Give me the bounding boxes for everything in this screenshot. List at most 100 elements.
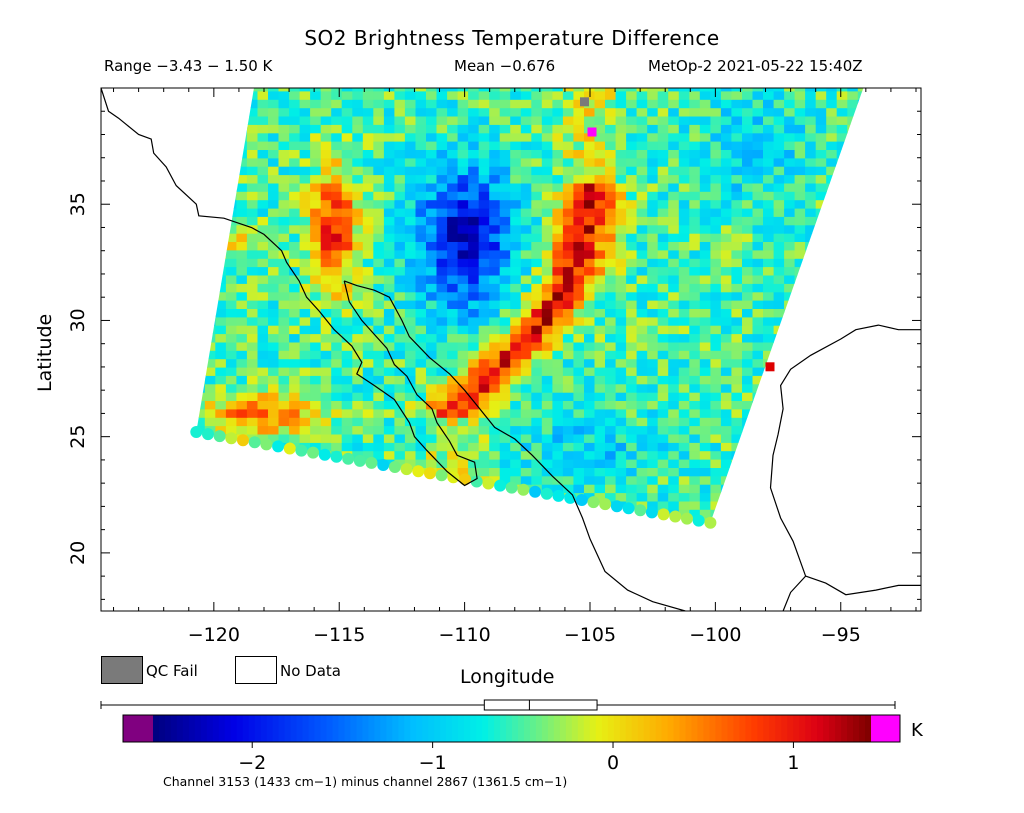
- heatmap-cell: [341, 417, 353, 427]
- y-tick-label: 20: [67, 541, 89, 565]
- heatmap-cell: [447, 132, 459, 142]
- heatmap-cell: [773, 492, 785, 502]
- heatmap-cell: [447, 266, 459, 276]
- heatmap-cell: [752, 132, 764, 142]
- heatmap-cell: [236, 417, 248, 427]
- heatmap-cell: [731, 500, 743, 510]
- heatmap-cell: [647, 325, 659, 335]
- heatmap-cell: [415, 417, 427, 427]
- heatmap-cell: [204, 325, 216, 335]
- heatmap-cell: [320, 157, 332, 167]
- heatmap-cell: [657, 216, 669, 226]
- heatmap-cell: [668, 115, 680, 125]
- heatmap-cell: [794, 392, 806, 401]
- heatmap-cell: [720, 241, 732, 251]
- heatmap-cell: [573, 216, 585, 226]
- heatmap-cell: [268, 392, 280, 401]
- heatmap-cell: [615, 408, 627, 418]
- heatmap-cell: [710, 350, 722, 360]
- heatmap-cell: [373, 316, 385, 326]
- heatmap-cell: [763, 141, 775, 150]
- heatmap-cell: [320, 325, 332, 335]
- heatmap-cell: [246, 358, 258, 368]
- colorbar-segment: [535, 715, 543, 742]
- heatmap-cell: [184, 451, 195, 460]
- heatmap-cell: [626, 316, 638, 326]
- heatmap-cell: [742, 316, 754, 326]
- heatmap-cell: [710, 249, 722, 259]
- heatmap-cell: [426, 333, 438, 343]
- heatmap-cell: [196, 509, 206, 519]
- heatmap-cell: [573, 442, 585, 452]
- heatmap-cell: [383, 266, 395, 276]
- heatmap-cell: [573, 191, 585, 201]
- heatmap-cell: [404, 207, 416, 217]
- heatmap-cell: [836, 88, 848, 92]
- heatmap-cell: [731, 526, 742, 535]
- heatmap-cell: [299, 99, 311, 109]
- heatmap-cell: [457, 308, 469, 318]
- heatmap-cell: [457, 500, 469, 510]
- heatmap-cell: [310, 207, 322, 217]
- heatmap-cell: [805, 291, 817, 301]
- heatmap-cell: [352, 509, 364, 519]
- heatmap-cell: [225, 207, 237, 217]
- heatmap-cell: [447, 258, 459, 268]
- heatmap-cell: [310, 90, 322, 100]
- colorbar-segment: [619, 715, 627, 742]
- heatmap-cell: [720, 484, 732, 494]
- heatmap-cell: [415, 249, 427, 259]
- heatmap-cell: [731, 300, 743, 309]
- heatmap-cell: [731, 417, 743, 427]
- heatmap-cell: [215, 509, 227, 519]
- heatmap-cell: [626, 350, 638, 360]
- heatmap-cell: [196, 408, 206, 418]
- heatmap-cell: [404, 475, 416, 485]
- heatmap-cell: [278, 300, 290, 309]
- heatmap-cell: [636, 316, 648, 326]
- heatmap-cell: [794, 166, 806, 176]
- heatmap-cell: [784, 241, 796, 251]
- heatmap-cell: [815, 191, 827, 201]
- heatmap-cell: [784, 274, 796, 284]
- heatmap-cell: [699, 442, 711, 452]
- heatmap-cell: [246, 400, 258, 410]
- heatmap-cell: [584, 291, 596, 301]
- heatmap-cell: [742, 408, 754, 418]
- heatmap-cell: [562, 467, 574, 477]
- heatmap-cell: [394, 207, 406, 217]
- heatmap-cell: [299, 233, 311, 242]
- heatmap-cell: [457, 425, 469, 435]
- heatmap-cell: [763, 333, 775, 343]
- heatmap-cell: [636, 433, 648, 443]
- heatmap-cell: [225, 375, 237, 385]
- heatmap-cell: [257, 199, 269, 209]
- heatmap-cell: [447, 316, 459, 326]
- heatmap-cell: [426, 274, 438, 284]
- heatmap-cell: [710, 417, 722, 427]
- heatmap-cell: [278, 207, 290, 217]
- heatmap-cell: [847, 107, 859, 117]
- heatmap-cell: [289, 124, 301, 134]
- heatmap-cell: [226, 526, 237, 535]
- heatmap-cell: [341, 308, 353, 318]
- heatmap-cell: [373, 333, 385, 343]
- heatmap-cell: [415, 266, 427, 276]
- heatmap-cell: [573, 107, 585, 117]
- heatmap-cell: [541, 509, 553, 519]
- heatmap-cell: [278, 166, 290, 176]
- heatmap-cell: [394, 107, 406, 117]
- heatmap-cell: [289, 375, 301, 385]
- heatmap-cell: [731, 442, 743, 452]
- heatmap-cell: [836, 425, 848, 435]
- heatmap-cell: [752, 366, 764, 376]
- heatmap-cell: [279, 526, 290, 535]
- heatmap-cell: [510, 459, 522, 468]
- heatmap-cell: [657, 500, 669, 510]
- heatmap-cell: [541, 308, 553, 318]
- heatmap-cell: [868, 200, 879, 209]
- heatmap-cell: [668, 417, 680, 427]
- heatmap-cell: [436, 300, 448, 309]
- heatmap-cell: [647, 224, 659, 234]
- heatmap-cell: [468, 132, 480, 142]
